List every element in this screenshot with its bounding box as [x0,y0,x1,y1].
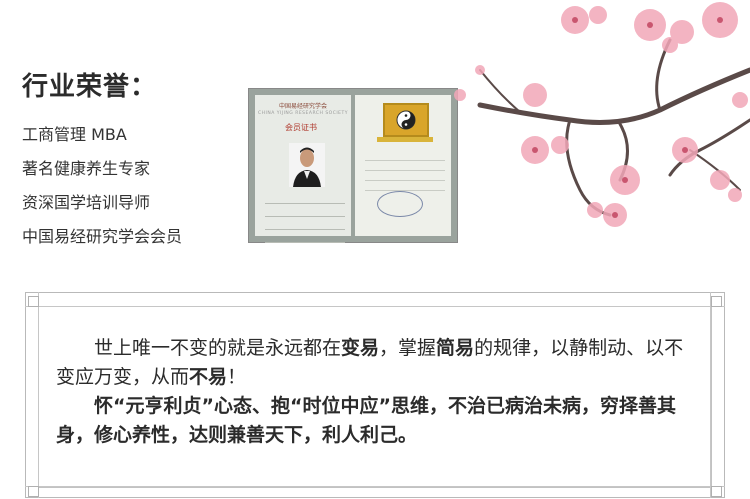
honor-item: 中国易经研究学会会员 [22,227,183,246]
certificate-stamp [377,191,423,217]
section-title: 行业荣誉： [22,66,157,103]
frame-corner [28,486,39,497]
motto-emphasis: 不易 [189,366,228,388]
certificate-fields [265,195,345,247]
frame-rule [710,292,711,498]
bagua-emblem [383,103,429,137]
motto-paragraph-2: 怀“元亨利贞”心态、抱“时位中应”思维，不治已病治未病，穷择善其身，修心养性，达… [56,395,676,446]
honor-item: 著名健康养生专家 [22,159,151,178]
section-title-text: 行业荣誉 [22,72,131,102]
certificate-banner [377,137,433,142]
certificate-right-page [355,95,451,236]
honor-item: 资深国学培训导师 [22,193,151,212]
certificate-org-name-en: CHINA YIJING RESEARCH SOCIETY [257,111,349,116]
certificate-org-name: 中国易经研究学会 [278,103,327,110]
certificate-photo: 中国易经研究学会 CHINA YIJING RESEARCH SOCIETY 会… [249,89,457,243]
motto-text: 世上唯一不变的就是永远都在变易，掌握简易的规律，以静制动、以不变应万变，从而不易… [56,334,696,450]
certificate-left-page: 中国易经研究学会 CHINA YIJING RESEARCH SOCIETY 会… [255,95,351,243]
frame-corner [711,486,722,497]
motto-paragraph-1: 世上唯一不变的就是永远都在变易，掌握简易的规律，以静制动、以不变应万变，从而不易… [56,334,696,392]
frame-corner [28,296,39,307]
motto-emphasis: 变易 [341,337,380,359]
honors-list: 工商管理 MBA 著名健康养生专家 资深国学培训导师 中国易经研究学会会员 [22,118,182,254]
honor-item: 工商管理 MBA [22,125,127,144]
motto-emphasis: 简易 [436,337,475,359]
section-title-colon: ： [130,72,158,102]
frame-rule [25,306,725,307]
plum-blossom-branch [454,2,750,227]
motto-text-part: ！ [227,366,247,388]
frame-rule [38,292,39,498]
motto-text-part: ，掌握 [379,337,437,359]
frame-rule [25,486,725,487]
frame-corner [711,296,722,307]
quote-outer-frame [25,292,725,498]
certificate-text [365,155,445,195]
member-portrait [289,143,325,187]
motto-text-part: 的规律，以静制动、以不变应万变，从而 [56,337,684,388]
motto-text-part: 世上唯一不变的就是永远都在 [94,337,342,359]
certificate-title: 会员证书 [285,123,317,132]
